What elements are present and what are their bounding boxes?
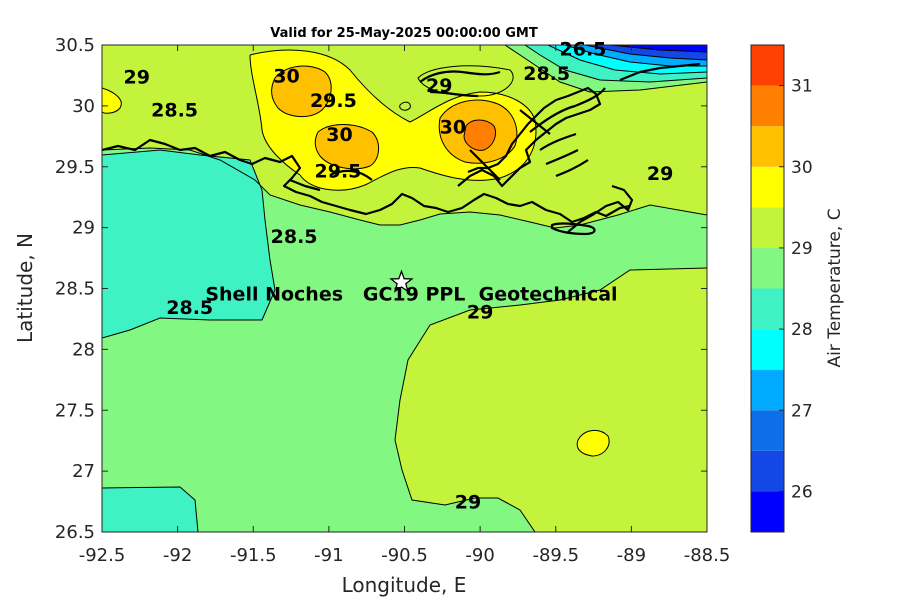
x-tick-label: -91.5: [230, 545, 277, 566]
colorbar-swatch: [751, 207, 784, 248]
colorbar-label: Air Temperature, C: [825, 208, 845, 367]
contour-lines: [102, 45, 707, 532]
contour-label: 26.5: [560, 39, 607, 61]
field-29-south: [395, 268, 707, 532]
x-tick-label: -90: [465, 545, 494, 566]
y-tick-label: 30: [72, 96, 95, 117]
contour-labels: 2928.53029.53029.5302928.526.52928.528.5…: [124, 39, 674, 514]
field-295-nwsmall: [102, 88, 122, 114]
colorbar-ticks: 26 27 28 29 30 31: [779, 77, 813, 502]
field-30-b: [315, 124, 379, 169]
x-tick-label: -92.5: [79, 545, 126, 566]
field-28-west: [102, 150, 275, 338]
contour-label: 28.5: [151, 100, 198, 122]
coastline: [102, 62, 701, 236]
colorbar-frame: [750, 44, 785, 533]
colorbar-swatch: [751, 247, 784, 289]
map-title: Valid for 25-May-2025 00:00:00 GMT: [270, 26, 538, 41]
colorbar: [751, 45, 784, 532]
contour-label: 29: [124, 67, 150, 89]
y-tick-label: 28.5: [55, 279, 95, 300]
field-295-spot: [577, 430, 610, 456]
colorbar-tick-label: 29: [791, 239, 813, 259]
colorbar-swatch: [751, 166, 784, 208]
x-tick-label: -88.5: [684, 545, 731, 566]
colorbar-swatch: [751, 45, 784, 86]
contour-label: 28.5: [271, 226, 318, 248]
colorbar-swatch: [751, 450, 784, 492]
colorbar-tick-label: 27: [791, 401, 813, 421]
colorbar-swatch: [751, 85, 784, 127]
colorbar-swatch: [751, 288, 784, 330]
contour-label: 30: [326, 124, 352, 146]
contour-label: 29: [647, 163, 673, 185]
y-tick-label: 26.5: [55, 522, 95, 543]
y-tick-label: 30.5: [55, 35, 95, 56]
x-tick-label: -92: [163, 545, 192, 566]
x-tick-label: -89.5: [532, 545, 579, 566]
y-tick-label: 29.5: [55, 157, 95, 178]
site-marker-group: Shell Noches GC19 PPL Geotechnical: [205, 269, 618, 305]
colorbar-tick-label: 30: [791, 158, 813, 178]
colorbar-swatch: [751, 126, 784, 167]
field-28-sw: [102, 487, 198, 532]
x-tick-label: -91: [314, 545, 343, 566]
contour-label: 30: [440, 117, 466, 139]
plot-area: [102, 45, 707, 532]
contour-label: 29: [467, 302, 493, 324]
contour-label: 28.5: [523, 63, 570, 85]
colorbar-swatch: [751, 329, 784, 370]
field-305-c: [464, 120, 496, 151]
site-label: Shell Noches GC19 PPL Geotechnical: [205, 283, 617, 305]
x-axis-label: Longitude, E: [342, 573, 467, 597]
y-tick-label: 27: [72, 461, 95, 482]
y-tick-label: 28: [72, 339, 95, 360]
x-tick-label: -90.5: [381, 545, 428, 566]
colorbar-tick-label: 26: [791, 482, 813, 502]
field-30-a: [271, 66, 332, 117]
x-tick-label: -89: [617, 545, 646, 566]
contour-label: 30: [273, 65, 299, 87]
colorbar-tick-label: 28: [791, 320, 813, 340]
star-icon: [389, 269, 414, 293]
x-axis-ticks: -92.5 -92 -91.5 -91 -90.5 -90 -89.5 -89 -88.5: [79, 45, 731, 566]
colorbar-tick-label: 31: [791, 77, 813, 97]
contour-label: 29: [426, 75, 452, 97]
colorbar-swatch: [751, 369, 784, 411]
contour-label: 29: [455, 492, 481, 514]
y-tick-label: 29: [72, 218, 95, 239]
colorbar-swatch: [751, 410, 784, 451]
colorbar-swatch: [751, 491, 784, 532]
y-tick-label: 27.5: [55, 400, 95, 421]
contour-label: 28.5: [166, 297, 213, 319]
contour-label: 29.5: [310, 90, 357, 112]
field-cold-5: [610, 45, 707, 52]
y-axis-label: Latitude, N: [13, 233, 37, 343]
contour-label: 29.5: [315, 160, 362, 182]
